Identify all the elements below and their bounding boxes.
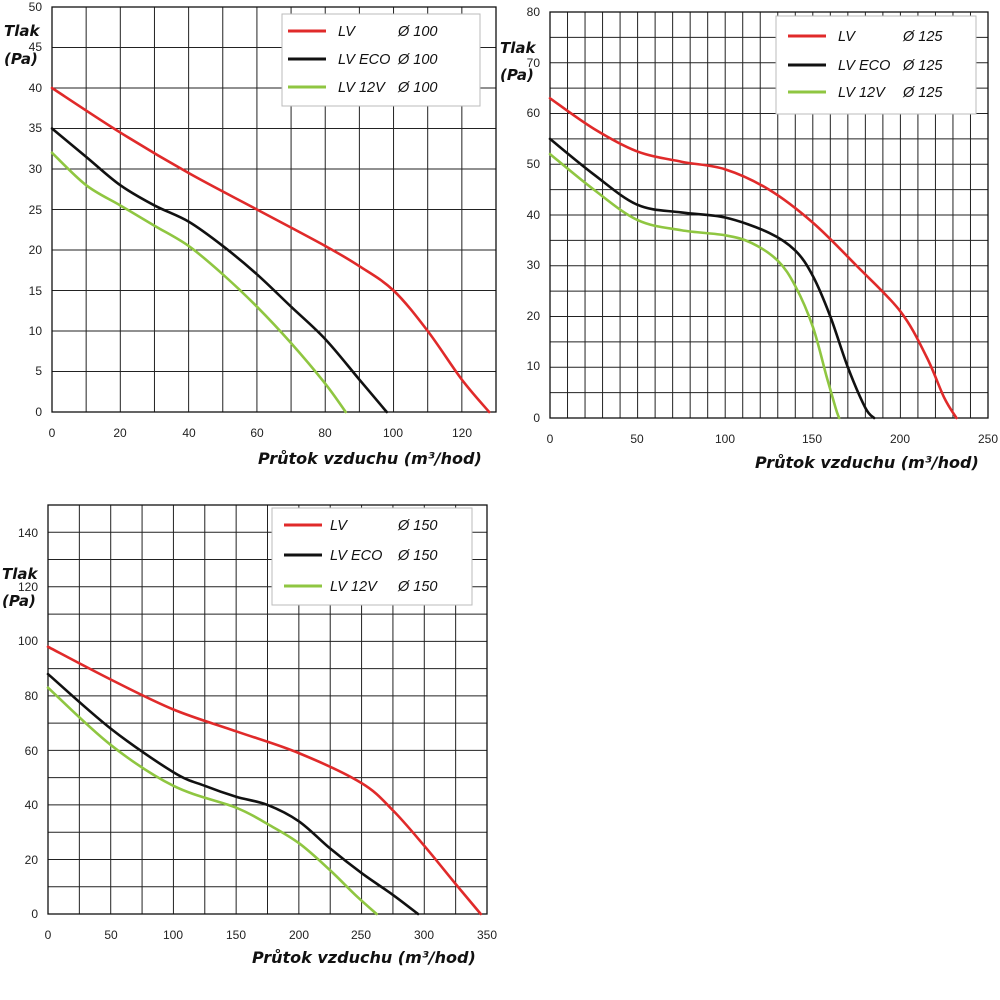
y-axis-label-top: Tlak [4,22,40,40]
x-tick-label: 0 [547,432,554,446]
plot-frame [51,6,497,413]
x-tick-label: 250 [351,928,371,942]
y-axis-label-top: Tlak [500,39,536,57]
y-axis-label-top: Tlak [2,565,38,583]
y-tick-label: 20 [25,853,39,867]
legend-series-name: LV 12V [338,80,386,96]
series-line-lv-12v [46,686,378,916]
y-tick-label: 100 [18,634,38,648]
x-axis-label: Průtok vzduchu (m³/hod) [252,948,476,967]
legend-diameter: Ø 125 [902,85,943,101]
y-tick-label: 140 [18,526,38,540]
legend: LV Ø 100 LV ECO Ø 100 LV 12V Ø 100 [281,13,481,107]
legend-diameter: Ø 150 [397,518,438,534]
y-tick-label: 30 [29,162,43,176]
x-tick-label: 200 [289,928,309,942]
legend: LV Ø 150 LV ECO Ø 150 LV 12V Ø 150 [271,507,473,606]
legend-series-name: LV [330,518,348,534]
x-tick-label: 20 [113,426,127,440]
series-line-lv-12v [548,152,841,420]
legend-diameter: Ø 100 [397,80,438,96]
series-line-lv [548,96,958,420]
y-tick-label: 50 [29,0,43,14]
y-tick-label: 50 [527,157,541,171]
x-tick-label: 80 [318,426,332,440]
y-tick-label: 30 [527,258,541,272]
y-axis-label-bottom: (Pa) [4,50,38,68]
legend-diameter: Ø 150 [397,579,438,595]
x-tick-label: 60 [250,426,264,440]
y-tick-label: 35 [29,121,43,135]
x-tick-label: 40 [182,426,196,440]
x-tick-label: 50 [104,928,118,942]
y-tick-label: 20 [29,243,43,257]
y-tick-label: 60 [25,744,39,758]
x-tick-label: 150 [802,432,822,446]
series-line-lv-eco [548,137,876,420]
y-tick-label: 120 [18,580,38,594]
y-tick-label: 15 [29,284,43,298]
legend-series-name: LV ECO [838,58,890,74]
legend-series-name: LV 12V [330,579,378,595]
x-tick-label: 120 [452,426,472,440]
y-tick-label: 80 [527,5,541,19]
x-tick-label: 150 [226,928,246,942]
y-tick-label: 45 [29,40,43,54]
x-axis-label: Průtok vzduchu (m³/hod) [258,449,482,468]
y-tick-label: 60 [527,106,541,120]
legend: LV Ø 125 LV ECO Ø 125 LV 12V Ø 125 [775,15,977,115]
series-line-lv [50,86,491,414]
y-axis-label-bottom: (Pa) [2,592,36,610]
y-tick-label: 80 [25,689,39,703]
y-tick-label: 0 [35,405,42,419]
series-line-lv [46,645,483,916]
y-tick-label: 40 [527,208,541,222]
x-tick-label: 50 [630,432,644,446]
x-tick-label: 0 [45,928,52,942]
legend-diameter: Ø 125 [902,58,943,74]
chart-3: 0 50 100 150 200 250 300 350140120100806040200P… [2,504,497,967]
legend-diameter: Ø 100 [397,52,438,68]
y-tick-label: 40 [25,798,39,812]
series-line-lv-12v [50,151,348,414]
y-tick-label: 0 [533,411,540,425]
legend-diameter: Ø 150 [397,548,438,564]
y-tick-label: 0 [31,907,38,921]
legend-series-name: LV 12V [838,85,886,101]
x-tick-label: 200 [890,432,910,446]
legend-diameter: Ø 125 [902,29,943,45]
series-line-lv-eco [46,672,420,916]
x-tick-label: 250 [978,432,998,446]
y-axis-label-bottom: (Pa) [500,66,534,84]
y-tick-label: 70 [527,56,541,70]
x-tick-label: 100 [163,928,183,942]
plot-frame [549,11,989,419]
x-tick-label: 350 [477,928,497,942]
legend-diameter: Ø 100 [397,24,438,40]
legend-series-name: LV ECO [330,548,382,564]
chart-1: 0 20 40 60 80 100 12050454035302520151050Průto… [4,0,497,468]
x-tick-label: 100 [383,426,403,440]
y-tick-label: 5 [35,364,42,378]
series-line-lv-eco [50,127,389,414]
y-tick-label: 10 [29,324,43,338]
y-tick-label: 20 [527,309,541,323]
x-tick-label: 100 [715,432,735,446]
y-tick-label: 40 [29,81,43,95]
y-tick-label: 10 [527,359,541,373]
legend-series-name: LV ECO [338,52,390,68]
x-axis-label: Průtok vzduchu (m³/hod) [755,453,979,472]
x-tick-label: 0 [49,426,56,440]
y-tick-label: 25 [29,203,43,217]
legend-series-name: LV [338,24,356,40]
plot-frame [47,504,488,915]
legend-series-name: LV [838,29,856,45]
x-tick-label: 300 [414,928,434,942]
